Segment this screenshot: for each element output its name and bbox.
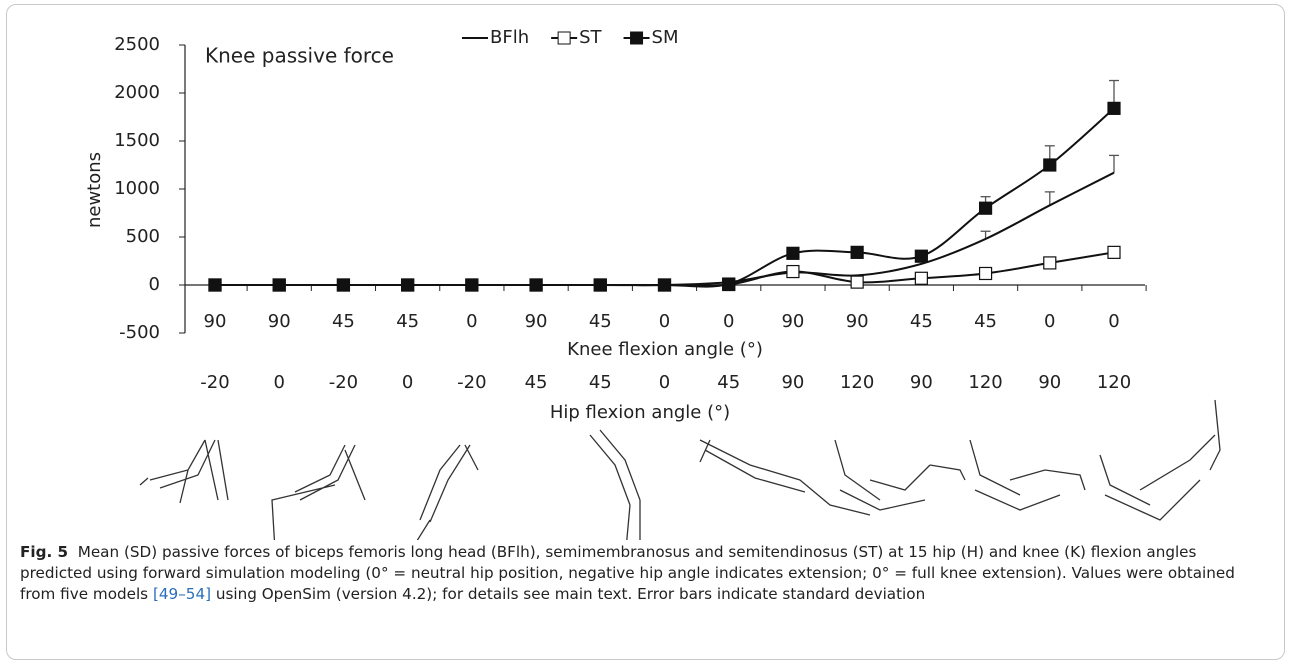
x-tick-label: 90 [268,311,291,332]
hip-tick-label: 90 [781,372,804,393]
legend-marker [557,31,571,45]
marker [657,278,672,292]
marker [850,245,864,259]
hip-tick-label: 45 [589,372,612,393]
marker [529,278,543,292]
marker [1107,245,1121,259]
caption-text: using OpenSim (version 4.2); for details… [211,585,926,603]
marker [336,278,351,292]
x-tick-label: 45 [396,311,419,332]
marker [1107,101,1121,115]
annotation: Knee passive force [205,44,394,68]
hip-tick-label: 45 [525,372,548,393]
hip-tick-label: 0 [402,372,413,393]
hip-tick-label: 90 [1038,372,1061,393]
x-axis-label: Knee flexion angle (°) [567,339,763,360]
marker [1043,256,1057,270]
legend-marker [630,31,644,45]
y-tick-label: 500 [126,226,160,247]
marker [272,278,286,292]
marker [978,201,993,215]
caption-label: Fig. 5 [20,543,69,561]
x-tick-label: 0 [1108,311,1119,332]
marker [208,278,222,292]
y-axis-label: newtons [84,152,105,228]
caption-ref[interactable]: [49–54] [152,585,212,603]
series-line [215,107,1115,288]
y-tick-label: -500 [119,322,160,343]
x-tick-label: 0 [723,311,734,332]
x-tick-label: 0 [1044,311,1055,332]
hip-tick-label: 45 [717,372,740,393]
x-tick-label: 90 [204,311,227,332]
x-tick-label: 45 [332,311,355,332]
marker [850,275,864,289]
marker [593,278,607,292]
leg-illustrations [139,399,1221,540]
legend-label: ST [579,27,602,48]
marker [978,266,993,281]
marker [465,278,479,292]
hip-tick-label: 0 [659,372,670,393]
marker [914,271,928,285]
marker [401,278,415,292]
caption: Fig. 5 Mean (SD) passive forces of bicep… [20,542,1260,605]
y-tick-label: 1500 [114,130,160,151]
caption-text: Mean (SD) passive forces of biceps femor… [20,543,1235,603]
y-tick-label: 2000 [114,82,160,103]
hip-tick-label: 0 [273,372,284,393]
y-tick-label: 2500 [114,34,160,55]
marker [786,264,800,279]
frame [6,4,1285,660]
marker [722,277,736,291]
hip-tick-label: -20 [329,372,358,393]
x-tick-label: 0 [659,311,670,332]
chart: Knee passive force newtons Knee flexion … [84,27,1221,540]
x-tick-label: 45 [974,311,997,332]
y-tick-label: 1000 [114,178,160,199]
x-tick-label: 90 [846,311,869,332]
x-tick-label: 90 [525,311,548,332]
marker [914,249,928,263]
marker [1043,158,1057,172]
hip-tick-label: 120 [968,372,1002,393]
hip-tick-label: 120 [1097,372,1131,393]
x-tick-label: 0 [466,311,477,332]
hip-tick-label: -20 [457,372,486,393]
hip-axis-label: Hip flexion angle (°) [550,402,730,423]
legend-label: SM [652,27,679,48]
hip-tick-label: 90 [910,372,933,393]
legend-label: BFlh [490,27,529,48]
marker [786,246,800,260]
x-tick-label: 45 [589,311,612,332]
hip-tick-label: 120 [840,372,874,393]
hip-tick-label: -20 [200,372,229,393]
x-tick-label: 45 [910,311,933,332]
x-tick-label: 90 [781,311,804,332]
y-tick-label: 0 [149,274,160,295]
